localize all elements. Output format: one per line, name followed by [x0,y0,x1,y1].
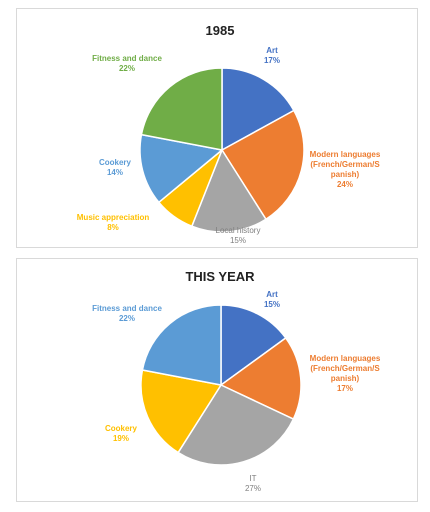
pie-slice [139,133,224,204]
pie-slice [219,336,302,421]
pie-slice [221,67,295,152]
pie-slice [141,304,222,386]
pie-slice [177,384,295,466]
pie-chart-this-year: THIS YEAR Art 15% Modern languages (French/… [16,258,418,502]
slice-label: Fitness and dance 22% [92,304,162,323]
slice-label: IT 27% [245,474,261,493]
slice-label: Fitness and dance 22% [92,54,162,73]
pie-chart-1985: 1985 Art 17% Modern languages (French/Germa… [16,8,418,248]
pie-slice [220,304,287,387]
pie-slice [190,148,267,233]
chart-title: 1985 [206,23,235,38]
slice-label: Music appreciation 8% [77,213,150,232]
slice-label: Cookery 19% [105,424,138,443]
chart-title: THIS YEAR [185,269,255,284]
pie-slice [140,369,223,454]
slice-label: Art 15% [264,290,280,309]
pie-chart-1985-svg: 1985 Art 17% Modern languages (French/Germa… [77,23,381,245]
pie-chart-this-year-svg: THIS YEAR Art 15% Modern languages (French/… [92,269,381,493]
pie-slice [140,67,223,151]
slice-label: Art 17% [264,46,280,65]
slice-label: Cookery 14% [99,158,132,177]
slice-label: Modern languages (French/German/S panish) 2… [310,150,381,189]
slice-label: Local history 15% [216,226,261,245]
pie-slice [220,109,305,221]
slice-label: Modern languages (French/German/S panish) 1… [310,354,381,393]
